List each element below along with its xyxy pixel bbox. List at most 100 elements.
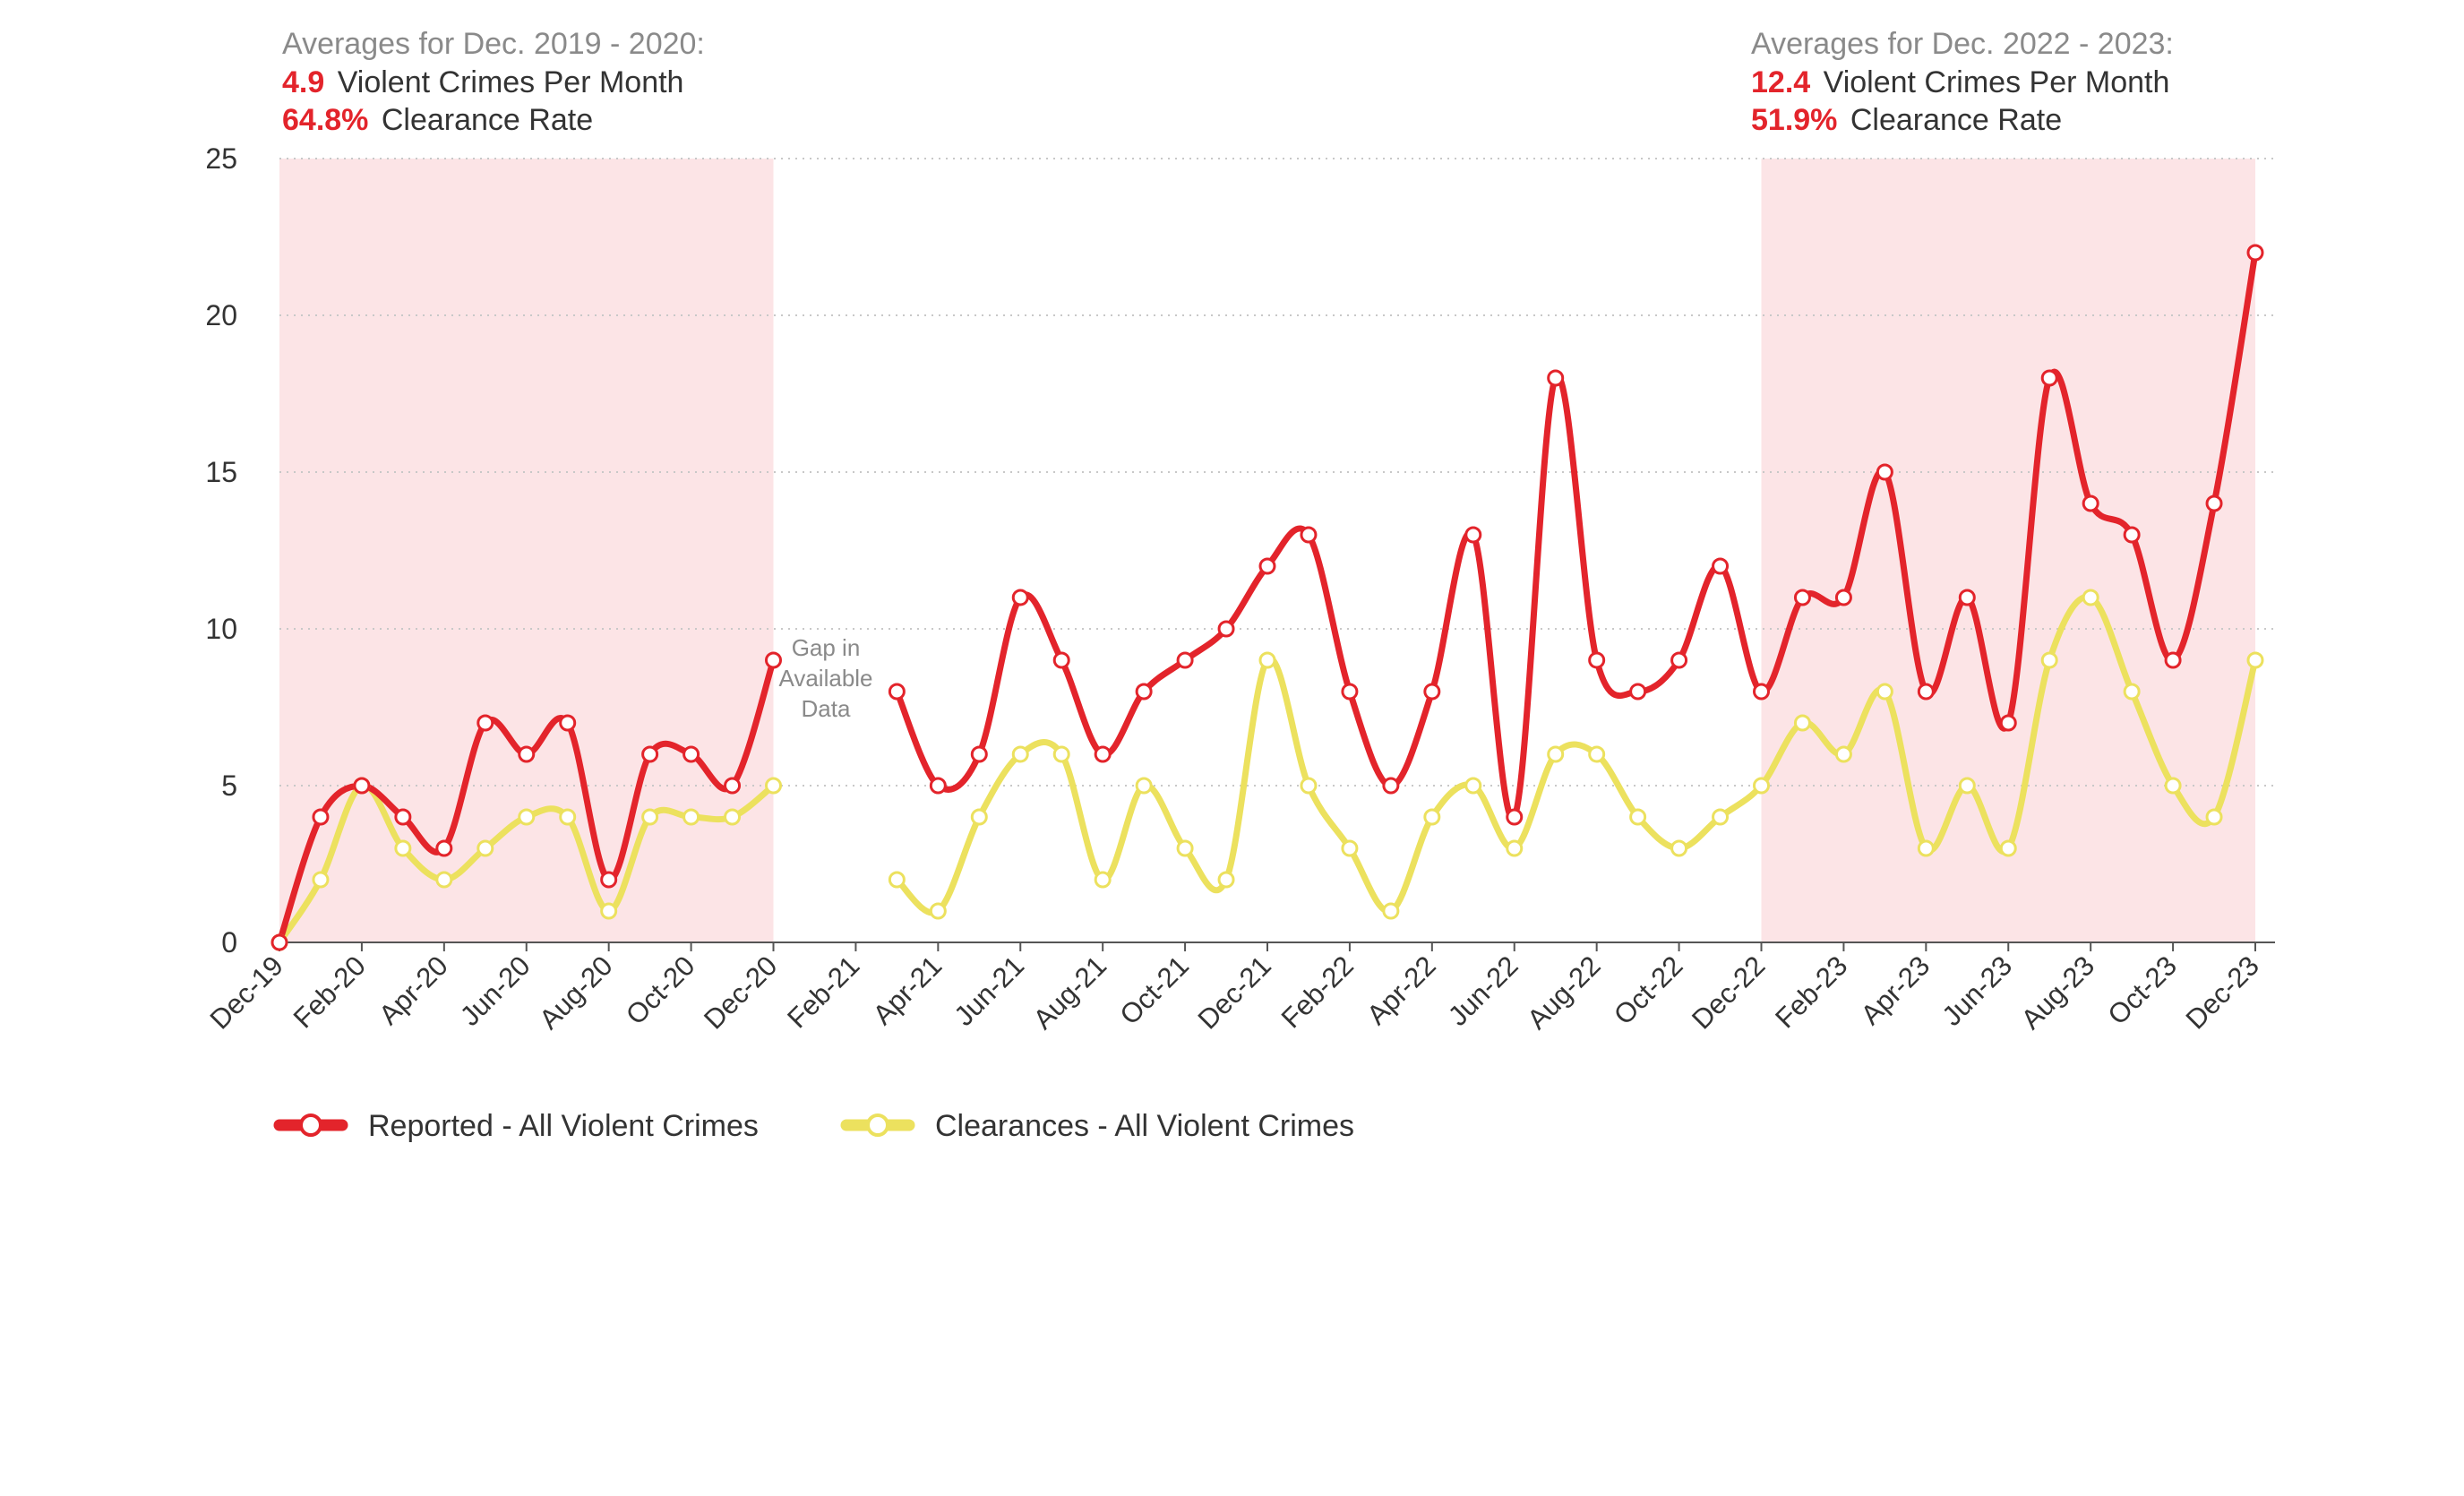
data-point-reported <box>1464 526 1482 544</box>
data-point-clearances <box>1588 745 1606 763</box>
data-point-reported <box>1176 651 1194 669</box>
x-tick-label: Aug-23 <box>2015 950 2100 1035</box>
data-point-clearances <box>1999 839 2017 857</box>
data-point-reported <box>1958 589 1976 606</box>
data-point-reported <box>1876 463 1893 481</box>
annotation-right-crimes: 12.4 Violent Crimes Per Month <box>1751 65 2169 99</box>
data-point-clearances <box>1464 777 1482 795</box>
data-point-reported <box>435 839 453 857</box>
data-point-clearances <box>724 808 742 826</box>
data-point-clearances <box>1300 777 1318 795</box>
annotation-left-crimes-text: Violent Crimes Per Month <box>338 65 684 99</box>
data-point-clearances <box>1052 745 1070 763</box>
x-tick-label: Oct-22 <box>1608 950 1689 1031</box>
data-point-reported <box>765 651 782 669</box>
x-tick-label: Aug-22 <box>1521 950 1606 1035</box>
legend-label-clearances: Clearances - All Violent Crimes <box>935 1109 1354 1143</box>
data-point-clearances <box>476 839 494 857</box>
data-point-clearances <box>1547 745 1565 763</box>
data-point-clearances <box>600 902 618 920</box>
annotation-left-crimes-value: 4.9 <box>282 65 324 99</box>
x-tick-label: Dec-20 <box>698 950 783 1035</box>
data-point-clearances <box>1506 839 1524 857</box>
data-point-clearances <box>1135 777 1153 795</box>
data-point-reported <box>1917 683 1935 701</box>
data-point-clearances <box>1423 808 1441 826</box>
x-tick-label: Apr-22 <box>1361 950 1442 1031</box>
annotation-right-heading: Averages for Dec. 2022 - 2023: <box>1751 27 2174 61</box>
data-point-clearances <box>1876 683 1893 701</box>
legend-item-clearances[interactable]: Clearances - All Violent Crimes <box>840 1109 1354 1143</box>
data-point-reported <box>1300 526 1318 544</box>
data-point-clearances <box>435 871 453 889</box>
annotation-right: Averages for Dec. 2022 - 2023: 12.4 Viol… <box>1751 27 2174 137</box>
data-point-clearances <box>888 871 906 889</box>
data-point-clearances <box>2040 651 2058 669</box>
data-point-clearances <box>1834 745 1852 763</box>
legend-label-reported: Reported - All Violent Crimes <box>368 1109 759 1143</box>
data-point-reported <box>2040 369 2058 387</box>
data-point-clearances <box>929 902 947 920</box>
data-point-reported <box>600 871 618 889</box>
x-tick-label: Oct-21 <box>1114 950 1196 1031</box>
y-tick-label: 25 <box>205 142 237 175</box>
x-tick-label: Oct-20 <box>620 950 701 1031</box>
data-point-clearances <box>1629 808 1647 826</box>
x-tick-label: Jun-21 <box>948 950 1030 1032</box>
y-tick-label: 15 <box>205 456 237 488</box>
data-point-clearances <box>2082 589 2099 606</box>
data-point-clearances <box>1753 777 1770 795</box>
data-point-reported <box>518 745 536 763</box>
data-point-reported <box>1341 683 1359 701</box>
series-line-clearances-1 <box>893 593 2259 916</box>
data-point-reported <box>1547 369 1565 387</box>
annotation-right-clearance: 51.9% Clearance Rate <box>1751 103 2062 137</box>
data-point-reported <box>929 777 947 795</box>
x-tick-label: Feb-23 <box>1769 950 1853 1034</box>
data-point-clearances <box>518 808 536 826</box>
x-tick-label: Feb-21 <box>781 950 865 1034</box>
gap-note: Gap in Available Data <box>778 634 872 722</box>
data-point-clearances <box>970 808 988 826</box>
data-point-reported <box>1052 651 1070 669</box>
legend-item-reported[interactable]: Reported - All Violent Crimes <box>273 1109 759 1143</box>
data-point-reported <box>312 808 330 826</box>
data-point-clearances <box>1341 839 1359 857</box>
x-tick-label: Aug-21 <box>1027 950 1112 1035</box>
data-point-reported <box>1999 714 2017 732</box>
data-point-clearances <box>1382 902 1400 920</box>
data-point-clearances <box>1094 871 1112 889</box>
x-tick-label: Apr-21 <box>867 950 949 1031</box>
x-tick-label: Dec-21 <box>1192 950 1277 1035</box>
data-point-reported <box>2246 244 2264 262</box>
data-point-reported <box>270 933 288 951</box>
data-point-reported <box>1793 589 1811 606</box>
annotation-left-crimes: 4.9 Violent Crimes Per Month <box>282 65 683 99</box>
x-tick-label: Feb-22 <box>1275 950 1360 1034</box>
data-point-reported <box>1588 651 1606 669</box>
data-point-reported <box>888 683 906 701</box>
grid-layer <box>279 158 2275 787</box>
gap-note-line-1: Gap in <box>792 634 861 661</box>
annotation-left-clearance-value: 64.8% <box>282 103 368 137</box>
data-point-clearances <box>1958 777 1976 795</box>
data-point-reported <box>1217 620 1235 638</box>
data-point-clearances <box>1258 651 1276 669</box>
x-tick-label: Dec-22 <box>1686 950 1771 1035</box>
legend-marker-reported <box>299 1113 322 1137</box>
data-point-reported <box>2123 526 2141 544</box>
data-point-reported <box>1382 777 1400 795</box>
data-point-reported <box>1629 683 1647 701</box>
annotation-left-clearance: 64.8% Clearance Rate <box>282 103 593 137</box>
data-point-clearances <box>559 808 577 826</box>
annotation-right-crimes-text: Violent Crimes Per Month <box>1824 65 2170 99</box>
x-tick-label: Aug-20 <box>533 950 618 1035</box>
y-tick-label: 5 <box>221 769 237 802</box>
data-point-clearances <box>1793 714 1811 732</box>
data-point-reported <box>724 777 742 795</box>
data-point-reported <box>1011 589 1029 606</box>
data-point-clearances <box>1176 839 1194 857</box>
gap-note-line-2: Available <box>778 665 872 692</box>
